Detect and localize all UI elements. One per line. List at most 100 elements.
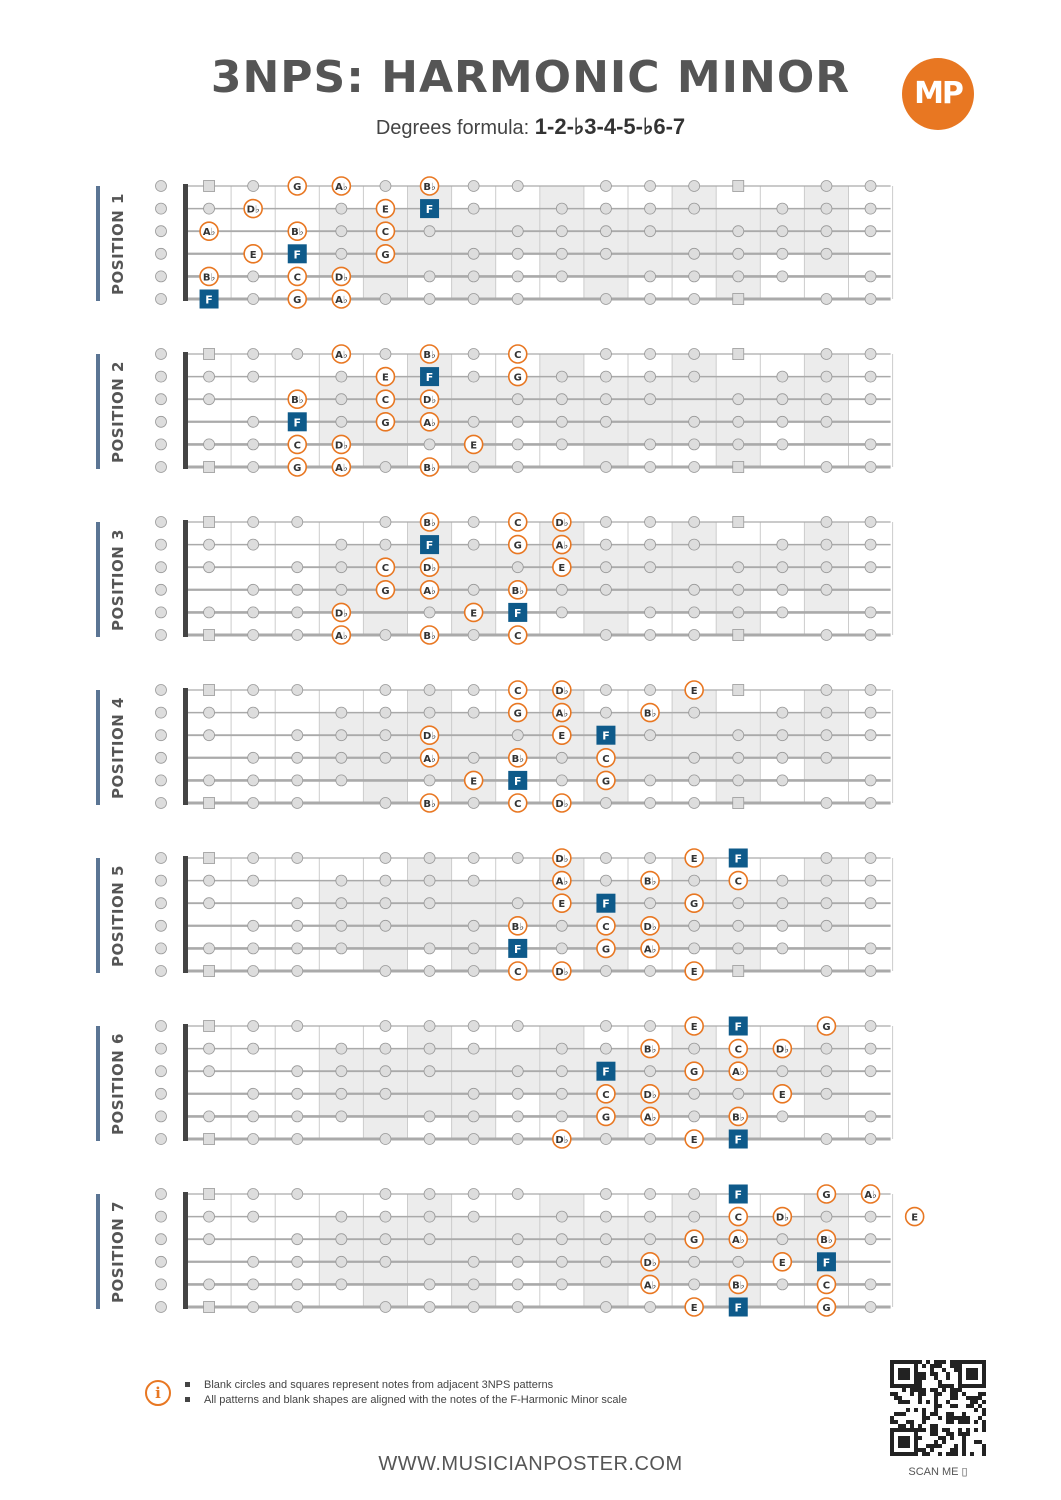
scale-note-label: E [691, 1303, 698, 1314]
blank-circle [644, 516, 656, 528]
blank-circle [644, 370, 656, 383]
blank-square [732, 180, 745, 192]
scale-note-label: C [514, 631, 521, 642]
blank-square [203, 629, 215, 641]
scale-note-label: E [911, 1213, 918, 1224]
blank-circle [247, 1020, 260, 1032]
blank-circle [600, 706, 612, 719]
blank-circle [467, 874, 480, 887]
fret-shade [319, 208, 364, 277]
blank-circle [864, 797, 877, 809]
blank-circle [600, 538, 612, 551]
blank-circle [155, 684, 167, 696]
scale-note-label: G [602, 944, 610, 955]
blank-circle [335, 1233, 348, 1246]
scale-note-marker [507, 915, 528, 936]
blank-circle [600, 415, 612, 428]
blank-circle [203, 202, 215, 215]
blank-circle [423, 774, 436, 787]
blank-circle [467, 1301, 480, 1313]
blank-circle [247, 516, 260, 528]
blank-circle [732, 270, 745, 283]
blank-circle [644, 180, 656, 192]
scale-note-marker [728, 1206, 749, 1227]
blank-square [203, 1020, 215, 1032]
blank-circle [291, 965, 304, 977]
scale-note-marker [287, 457, 308, 477]
blank-circle [820, 1042, 833, 1055]
blank-circle [864, 606, 877, 619]
blank-circle [864, 965, 877, 977]
blank-circle [644, 1065, 656, 1078]
scale-note-label: B♭ [732, 1280, 745, 1291]
blank-circle [688, 415, 701, 428]
blank-circle [820, 797, 833, 809]
blank-circle [155, 293, 167, 305]
scale-note-marker [640, 938, 660, 959]
scale-note-marker [684, 1297, 704, 1317]
scale-note-marker [419, 747, 440, 768]
website-url[interactable]: WWW.MUSICIANPOSTER.COM [378, 1453, 683, 1475]
scale-note-label: C [735, 877, 742, 888]
fret-shade [628, 1048, 673, 1117]
root-note-marker [508, 938, 528, 958]
root-note-marker [728, 1129, 748, 1149]
scale-note-label: A♭ [644, 944, 657, 955]
scale-note-label: A♭ [423, 418, 436, 429]
blank-circle [688, 1210, 701, 1223]
blank-circle [511, 415, 524, 428]
scale-note-marker [375, 366, 396, 387]
blank-circle [511, 1301, 524, 1313]
blank-circle [864, 629, 877, 641]
blank-circle [600, 1188, 612, 1200]
blank-circle [820, 1087, 833, 1100]
blank-circle [776, 538, 789, 551]
scale-note-marker [507, 579, 528, 600]
scale-note-label: C [382, 227, 389, 238]
blank-circle [644, 1233, 656, 1246]
scale-note-label: C [294, 440, 301, 451]
scale-note-marker [331, 266, 352, 287]
blank-circle [379, 706, 392, 719]
blank-circle [600, 202, 612, 215]
scale-note-label: A♭ [335, 350, 348, 361]
scale-note-label: D♭ [776, 1045, 789, 1056]
blank-circle [864, 942, 877, 955]
scale-note-label: A♭ [423, 586, 436, 597]
scale-note-label: D♭ [555, 518, 568, 529]
blank-circle [688, 247, 701, 260]
blank-circle [820, 461, 833, 473]
blank-circle [644, 1301, 656, 1313]
fret-shade [628, 1216, 673, 1285]
blank-circle [155, 1255, 167, 1268]
nut [183, 1192, 188, 1309]
blank-circle [688, 874, 701, 887]
blank-circle [247, 438, 260, 451]
blank-circle [644, 225, 656, 238]
blank-circle [644, 852, 656, 864]
scale-note-marker [243, 198, 263, 219]
blank-circle [247, 1110, 260, 1123]
scale-note-label: E [558, 563, 565, 574]
blank-circle [379, 293, 392, 305]
blank-circle [379, 965, 392, 977]
scale-note-label: D♭ [335, 440, 348, 451]
scale-note-label: B♭ [732, 1112, 745, 1123]
blank-circle [732, 583, 745, 596]
blank-circle [423, 1233, 436, 1246]
scale-note-marker [419, 512, 440, 532]
blank-circle [688, 1042, 701, 1055]
scale-note-marker [199, 221, 219, 241]
blank-circle [155, 1020, 167, 1032]
blank-circle [555, 1210, 568, 1223]
root-note-marker [508, 770, 528, 790]
scale-note-marker [375, 389, 396, 410]
blank-circle [467, 202, 480, 215]
scale-note-label: C [514, 967, 521, 978]
position-label-bar [96, 1194, 100, 1309]
blank-circle [155, 965, 167, 977]
root-note-label: F [734, 1021, 742, 1034]
qr-code-icon[interactable] [890, 1360, 986, 1456]
blank-circle [247, 270, 260, 283]
blank-circle [600, 1020, 612, 1032]
